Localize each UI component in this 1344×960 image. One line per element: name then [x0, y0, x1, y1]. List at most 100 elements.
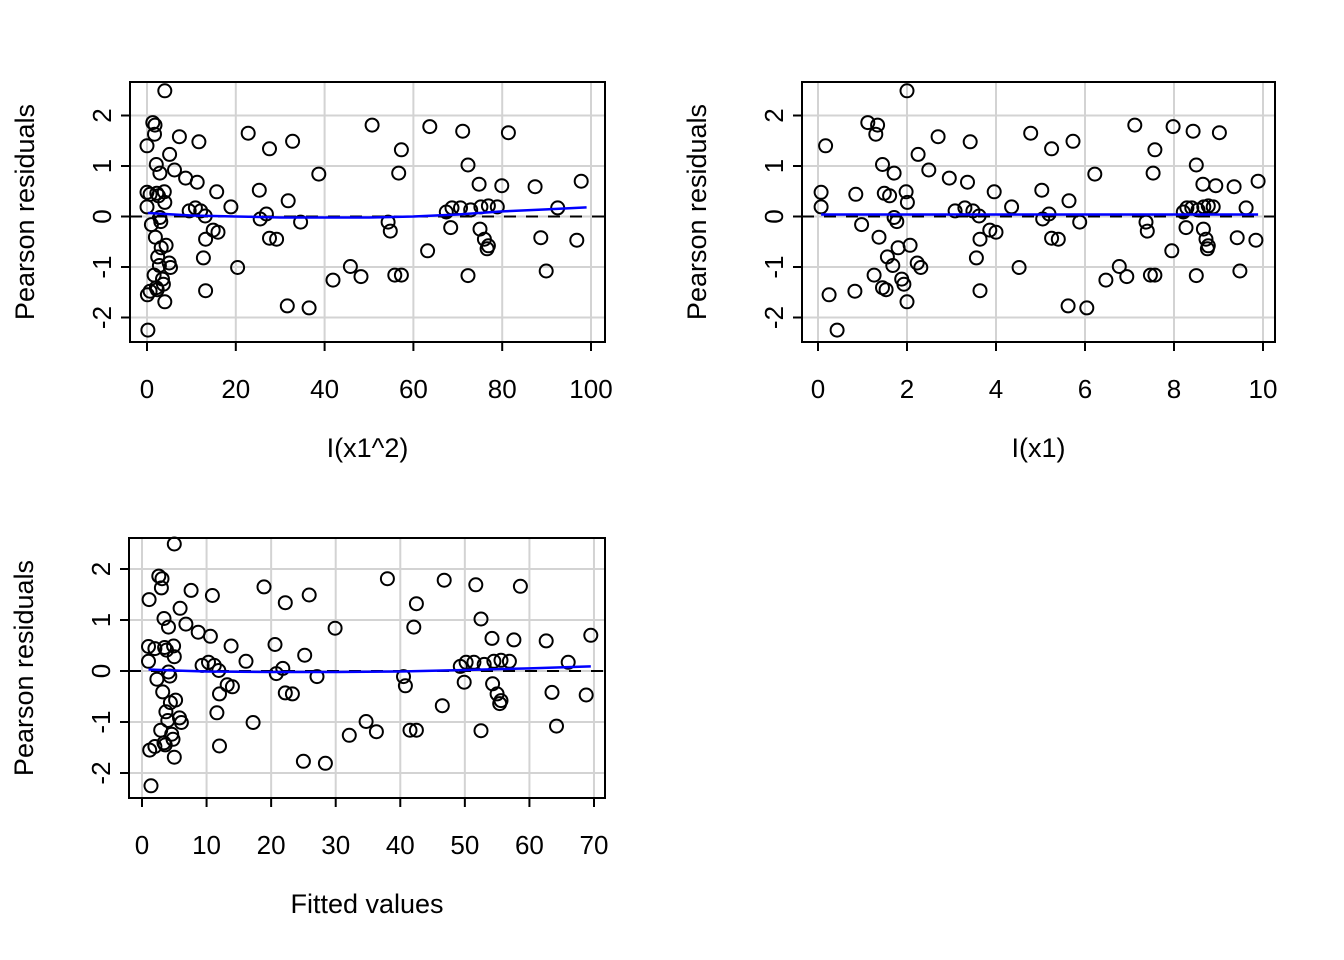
y-tick-label: -2	[86, 761, 116, 784]
x-tick-label: 100	[569, 374, 612, 404]
data-point	[1195, 176, 1211, 192]
data-point	[277, 685, 293, 701]
data-point	[560, 654, 576, 670]
data-point	[492, 696, 508, 712]
data-point	[408, 722, 424, 738]
data-point	[382, 223, 398, 239]
data-point	[209, 184, 225, 200]
data-point	[871, 229, 887, 245]
x-tick-label: 6	[1078, 374, 1092, 404]
data-point	[157, 737, 173, 753]
data-point	[1208, 178, 1224, 194]
data-point	[899, 194, 915, 210]
data-point	[885, 258, 901, 273]
data-point	[178, 616, 194, 632]
data-point	[139, 199, 155, 215]
data-point	[252, 211, 268, 227]
data-point	[1198, 231, 1214, 247]
data-point	[157, 640, 173, 655]
x-tick-label: 0	[135, 830, 149, 860]
data-point	[317, 755, 333, 771]
data-point	[1044, 230, 1060, 246]
data-point	[506, 632, 522, 648]
data-point	[489, 199, 505, 215]
data-point	[882, 188, 898, 204]
data-point	[325, 272, 341, 288]
y-tick-label: 2	[759, 108, 789, 122]
data-point	[140, 322, 156, 338]
data-point	[968, 250, 984, 266]
data-point	[460, 268, 476, 284]
x-tick-label: 2	[900, 374, 914, 404]
x-axis-title: Fitted values	[290, 889, 443, 919]
x-tick-label: 10	[192, 830, 221, 860]
data-point	[224, 679, 240, 695]
data-point	[245, 715, 261, 730]
data-point	[212, 686, 227, 702]
x-tick-label: 60	[399, 374, 428, 404]
data-point	[896, 276, 912, 292]
data-point	[147, 641, 163, 657]
data-point	[267, 637, 283, 652]
data-point	[1250, 173, 1266, 189]
data-point	[930, 129, 946, 145]
data-point	[544, 684, 560, 700]
y-tick-label: 0	[759, 209, 789, 223]
data-point	[494, 178, 510, 194]
data-point	[578, 687, 594, 703]
data-point	[153, 214, 169, 230]
data-point	[202, 628, 218, 644]
data-point	[191, 134, 207, 150]
data-point	[1178, 220, 1194, 236]
y-tick-label: 0	[86, 664, 116, 678]
data-point	[1232, 263, 1248, 279]
data-point	[473, 723, 489, 739]
data-point	[364, 117, 380, 133]
data-point	[145, 115, 161, 131]
data-point	[456, 674, 472, 690]
x-tick-label: 80	[488, 374, 517, 404]
y-tick-label: 0	[87, 209, 117, 223]
x-tick-label: 0	[811, 374, 825, 404]
panel-residuals-vs-x1: 0 2 4 6 8 10 -2 -1 0 1 2 I(x1) Pearson residuals	[682, 81, 1277, 463]
data-point	[549, 718, 564, 734]
x-tick-label: 20	[257, 830, 286, 860]
data-point	[854, 217, 870, 233]
x-tick-label: 30	[321, 830, 350, 860]
data-point	[408, 596, 424, 612]
x-tick-label: 20	[221, 374, 250, 404]
data-point	[152, 165, 168, 181]
data-point	[393, 267, 409, 283]
data-point	[1034, 182, 1050, 198]
data-point	[434, 698, 450, 714]
data-point	[358, 714, 374, 729]
plot-box	[129, 81, 606, 343]
data-point	[583, 627, 599, 643]
y-tick-label: 1	[87, 159, 117, 173]
data-point	[471, 176, 487, 192]
data-point	[149, 185, 165, 201]
data-point	[139, 287, 155, 303]
data-point	[1238, 200, 1254, 216]
data-point	[512, 578, 528, 594]
data-point	[158, 704, 174, 720]
data-point	[902, 237, 918, 253]
data-point	[947, 203, 963, 219]
data-point	[1147, 267, 1163, 283]
data-point	[473, 611, 489, 627]
data-point	[387, 267, 403, 283]
data-point	[527, 179, 543, 195]
data-point	[452, 658, 468, 674]
data-point	[156, 611, 172, 626]
data-point	[166, 649, 182, 665]
data-point	[230, 260, 246, 275]
plot-box	[128, 537, 606, 799]
data-point	[284, 686, 300, 702]
data-point	[878, 282, 894, 298]
data-point	[1079, 300, 1095, 316]
data-point	[1050, 231, 1066, 247]
data-point	[875, 157, 890, 172]
x-tick-label: 0	[140, 374, 154, 404]
data-point	[190, 624, 206, 640]
